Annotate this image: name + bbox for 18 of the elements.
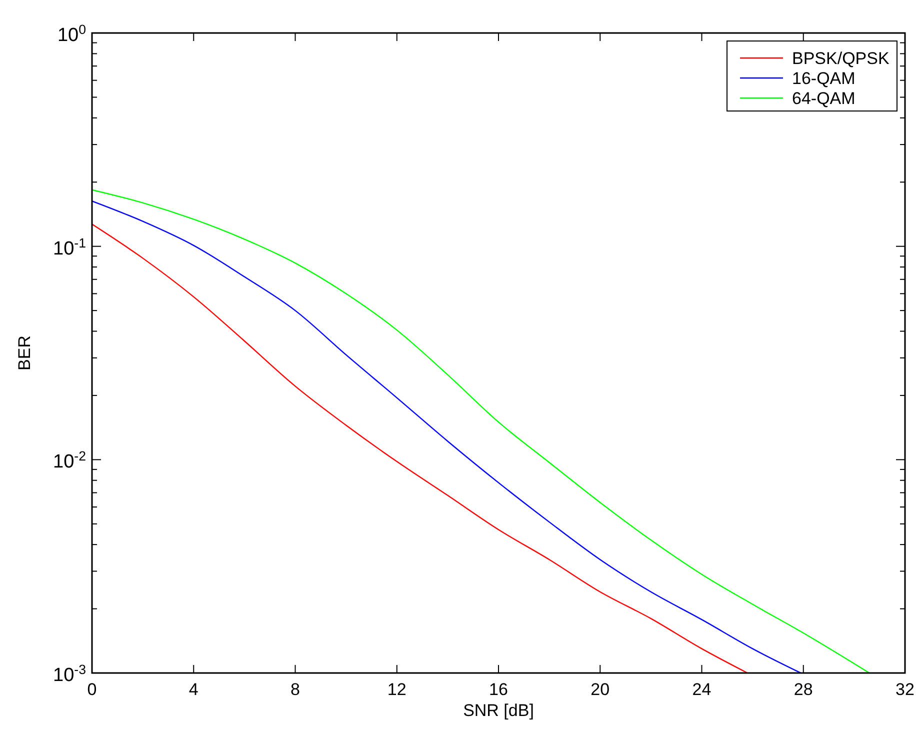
y-tick-label: 10$^{-3}$ xyxy=(53,662,86,686)
y-tick-label: 10$^{0}$ xyxy=(57,22,86,46)
x-tick-label: 24 xyxy=(692,680,712,699)
y-axis-title: BER xyxy=(15,336,34,370)
x-axis-title: SNR [dB] xyxy=(463,701,534,720)
x-tick-label: 28 xyxy=(794,680,813,699)
legend-label: 16-QAM xyxy=(792,69,856,88)
x-tick-label: 0 xyxy=(87,680,97,699)
legend-label: BPSK/QPSK xyxy=(792,49,890,68)
y-tick-label: 10$^{-2}$ xyxy=(53,448,86,473)
x-tick-label: 20 xyxy=(590,680,610,699)
x-tick-label: 32 xyxy=(896,680,914,699)
x-tick-label: 8 xyxy=(290,680,300,699)
legend-label: 64-QAM xyxy=(792,89,856,108)
x-tick-label: 16 xyxy=(489,680,508,699)
y-tick-label: 10$^{-1}$ xyxy=(53,234,86,260)
x-tick-label: 12 xyxy=(387,680,406,699)
x-tick-label: 4 xyxy=(188,680,198,699)
